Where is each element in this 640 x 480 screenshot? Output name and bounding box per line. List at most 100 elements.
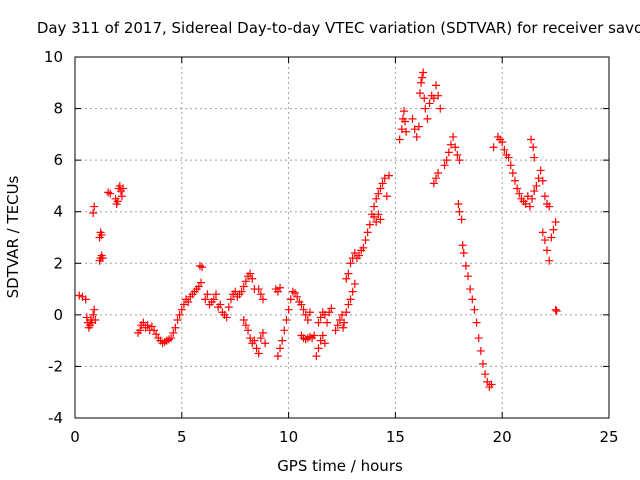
- data-point: [348, 287, 357, 296]
- data-point: [310, 331, 319, 340]
- data-point: [346, 259, 355, 268]
- data-point: [197, 278, 206, 287]
- data-point: [359, 243, 368, 252]
- data-point: [342, 308, 351, 317]
- data-point: [434, 169, 443, 178]
- data-point: [547, 233, 556, 242]
- data-point: [455, 156, 464, 165]
- x-tick-label: 25: [599, 428, 618, 446]
- data-point: [363, 228, 372, 237]
- data-point: [97, 230, 106, 239]
- data-point: [552, 306, 561, 315]
- data-point: [451, 143, 460, 152]
- data-point: [551, 305, 560, 314]
- data-point: [226, 295, 235, 304]
- data-point: [261, 339, 270, 348]
- data-point: [239, 316, 248, 325]
- data-point: [545, 202, 554, 211]
- data-point: [511, 176, 520, 185]
- data-point: [457, 215, 466, 224]
- data-point: [478, 359, 487, 368]
- data-point: [350, 248, 359, 257]
- data-point: [237, 287, 246, 296]
- data-point: [342, 274, 351, 283]
- data-point: [380, 174, 389, 183]
- data-point: [525, 202, 534, 211]
- data-point: [527, 135, 536, 144]
- data-point: [286, 295, 295, 304]
- data-point: [177, 305, 186, 314]
- data-point: [250, 336, 259, 345]
- data-point: [466, 285, 475, 294]
- data-point: [402, 127, 411, 136]
- data-point: [376, 215, 385, 224]
- data-point: [434, 91, 443, 100]
- data-point: [89, 209, 98, 218]
- data-point: [278, 336, 287, 345]
- data-point: [258, 295, 267, 304]
- data-point: [340, 318, 349, 327]
- data-point: [382, 192, 391, 201]
- data-point: [538, 176, 547, 185]
- data-point: [344, 269, 353, 278]
- y-tick-label: 2: [53, 254, 63, 272]
- data-point: [429, 179, 438, 188]
- data-point: [173, 316, 182, 325]
- data-point: [397, 125, 406, 134]
- chart-title: Day 311 of 2017, Sidereal Day-to-day VTE…: [37, 19, 640, 37]
- data-point: [431, 81, 440, 90]
- data-point: [455, 207, 464, 216]
- data-point: [464, 272, 473, 281]
- data-point: [81, 295, 90, 304]
- plot-frame: [74, 56, 610, 419]
- data-point: [338, 310, 346, 319]
- data-point: [117, 192, 126, 201]
- data-point: [423, 114, 432, 123]
- data-point: [361, 236, 370, 245]
- data-point: [246, 334, 255, 343]
- data-point: [346, 295, 355, 304]
- data-point: [320, 310, 329, 319]
- data-point: [98, 254, 107, 263]
- data-point: [280, 326, 289, 335]
- data-point: [401, 117, 410, 126]
- y-tick-label: 4: [53, 203, 63, 221]
- data-point: [425, 99, 434, 108]
- data-point: [169, 328, 178, 337]
- data-point: [320, 339, 329, 348]
- data-point: [316, 313, 325, 322]
- data-point: [530, 187, 539, 196]
- data-point: [458, 241, 467, 250]
- data-point: [201, 295, 210, 304]
- data-point: [374, 210, 383, 219]
- data-point: [399, 107, 408, 116]
- data-point: [481, 370, 490, 379]
- data-point: [498, 138, 507, 147]
- data-point: [419, 68, 428, 77]
- data-point: [171, 323, 180, 332]
- y-tick-label: 10: [44, 48, 63, 66]
- data-point: [113, 197, 122, 206]
- x-axis-label: GPS time / hours: [277, 457, 403, 475]
- data-point: [198, 263, 207, 272]
- data-point: [532, 181, 541, 190]
- data-point: [224, 303, 233, 312]
- y-tick-label: 0: [53, 306, 63, 324]
- data-point: [297, 300, 306, 309]
- data-point: [440, 161, 449, 170]
- data-point: [504, 153, 513, 162]
- x-tick-label: 10: [279, 428, 298, 446]
- data-point: [318, 331, 327, 340]
- data-point: [143, 321, 152, 330]
- data-point: [276, 344, 285, 353]
- tick-labels: 0 5 10 15 20 25 -4 -2 0 2 4 6 8 10: [44, 48, 619, 446]
- data-point: [301, 310, 310, 319]
- data-point: [500, 145, 509, 154]
- data-point: [489, 143, 498, 152]
- data-point: [472, 318, 481, 327]
- data-point: [508, 169, 517, 178]
- data-point: [314, 344, 323, 353]
- data-point: [314, 318, 323, 327]
